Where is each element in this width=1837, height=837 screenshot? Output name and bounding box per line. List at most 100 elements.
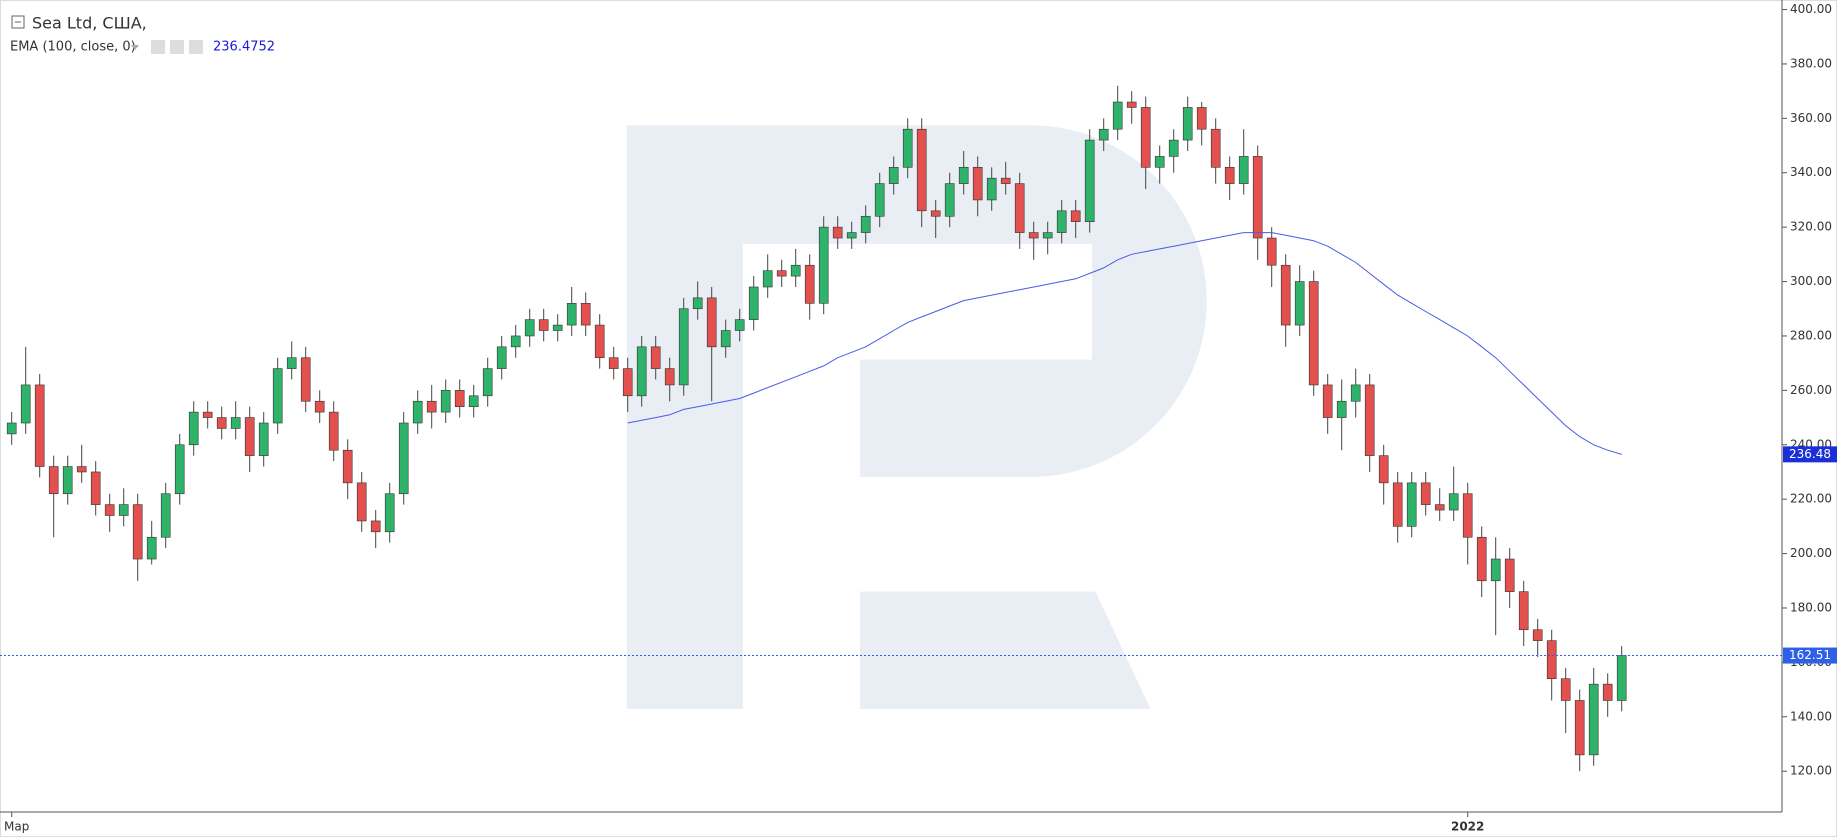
candle-body xyxy=(202,411,213,418)
candle-body xyxy=(496,346,507,369)
candle-body xyxy=(1336,400,1347,418)
candle-body xyxy=(692,297,703,310)
candle-body xyxy=(552,324,563,331)
candle-body xyxy=(846,232,857,239)
candle-body xyxy=(104,504,115,516)
candle-body xyxy=(1266,237,1277,266)
y-tick-label: 140.00 xyxy=(1790,709,1832,723)
candle-body xyxy=(608,357,619,369)
candle-body xyxy=(1140,107,1151,168)
candle-body xyxy=(1504,558,1515,592)
candle-body xyxy=(1532,629,1543,641)
candle-body xyxy=(790,264,801,277)
candle-body xyxy=(1602,683,1613,701)
candle-body xyxy=(482,368,493,397)
candle-body xyxy=(1420,482,1431,505)
candle-body xyxy=(776,270,787,277)
candle-body xyxy=(1462,493,1473,538)
y-tick-label: 220.00 xyxy=(1790,492,1832,506)
candle-body xyxy=(146,536,157,560)
indicator-visibility[interactable] xyxy=(151,40,165,54)
candle-body xyxy=(902,128,913,168)
candles xyxy=(6,85,1627,772)
candle-body xyxy=(944,183,955,217)
candle-body xyxy=(20,384,31,424)
candle-body xyxy=(762,270,773,288)
y-tick-label: 120.00 xyxy=(1790,764,1832,778)
y-tick-label: 380.00 xyxy=(1790,56,1832,70)
candle-body xyxy=(1322,384,1333,418)
candle-body xyxy=(1000,177,1011,184)
candle-body xyxy=(1028,232,1039,239)
candle-body xyxy=(440,390,451,413)
candle-body xyxy=(1560,678,1571,701)
indicator-remove[interactable] xyxy=(189,40,203,54)
candle-body xyxy=(1126,101,1137,108)
candle-body xyxy=(832,226,843,239)
candle-body xyxy=(286,357,297,369)
candle-body xyxy=(1616,655,1627,701)
candle-body xyxy=(454,390,465,407)
candle-body xyxy=(1056,210,1067,233)
candle-body xyxy=(230,417,241,429)
candle-body xyxy=(888,166,899,184)
collapse-icon[interactable] xyxy=(11,15,25,29)
candle-body xyxy=(1238,156,1249,184)
candle-body xyxy=(160,493,171,538)
indicator-settings[interactable] xyxy=(170,40,184,54)
candle-body xyxy=(76,466,87,473)
x-tick-label: Мар xyxy=(4,820,29,834)
indicator-value: 236.4752 xyxy=(213,40,275,55)
last-price-badge xyxy=(1783,647,1837,664)
candle-body xyxy=(1476,536,1487,582)
candle-body xyxy=(118,504,129,516)
candle-body xyxy=(468,395,479,407)
candle-body xyxy=(1280,264,1291,326)
candle-body xyxy=(1518,591,1529,631)
candle-body xyxy=(90,471,101,505)
candle-body xyxy=(1448,493,1459,511)
candle-body xyxy=(1490,558,1501,582)
candle-body xyxy=(1196,107,1207,130)
indicator-dropdown[interactable] xyxy=(131,45,139,50)
candle-body xyxy=(1406,482,1417,527)
candle-body xyxy=(300,357,311,402)
candle-body xyxy=(216,417,227,429)
candle-body xyxy=(34,384,45,467)
candle-body xyxy=(188,411,199,446)
candle-body xyxy=(314,400,325,413)
candle-body xyxy=(1308,281,1319,386)
y-tick-label: 400.00 xyxy=(1790,2,1832,16)
candle-body xyxy=(1392,482,1403,527)
chart-title: Sea Ltd, США, xyxy=(32,14,147,33)
y-tick-label: 180.00 xyxy=(1790,600,1832,614)
candle-body xyxy=(1364,384,1375,456)
candle-body xyxy=(48,466,59,495)
candle-body xyxy=(384,493,395,533)
candle-body xyxy=(258,422,269,456)
candle-body xyxy=(706,297,717,348)
candle-body xyxy=(986,177,997,201)
candle-body xyxy=(412,400,423,424)
candle-body xyxy=(1168,139,1179,157)
candle-body xyxy=(6,422,17,435)
candle-body xyxy=(958,166,969,184)
candle-body xyxy=(594,324,605,359)
y-tick-label: 260.00 xyxy=(1790,383,1832,397)
y-tick-label: 300.00 xyxy=(1790,274,1832,288)
candle-body xyxy=(174,444,185,495)
x-tick-label: 2022 xyxy=(1451,820,1484,834)
candle-body xyxy=(342,449,353,484)
candle-body xyxy=(734,319,745,331)
candle-body xyxy=(1084,139,1095,223)
candle-body xyxy=(356,482,367,522)
ema-axis-label: 236.48 xyxy=(1789,447,1831,461)
candle-body xyxy=(566,303,577,326)
ema-line xyxy=(627,232,1622,455)
candle-body xyxy=(370,520,381,533)
candle-body xyxy=(650,346,661,369)
candle-body xyxy=(1252,156,1263,239)
candle-body xyxy=(804,264,815,304)
